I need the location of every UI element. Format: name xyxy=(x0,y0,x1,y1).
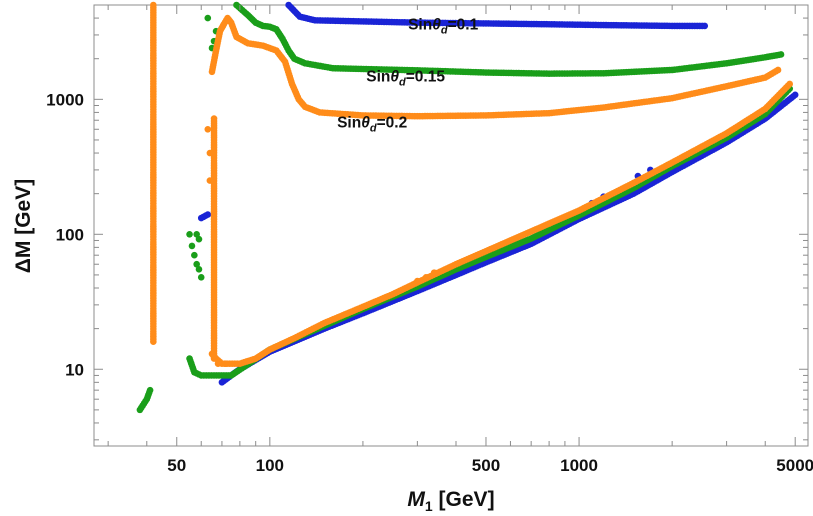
data-point xyxy=(195,266,203,273)
plot-frame xyxy=(93,4,809,447)
data-point xyxy=(777,51,785,58)
labels-layer: 50 100 500 1000 5000 10 100 1000 M1 [GeV] ΔM [GeV… xyxy=(12,16,813,514)
data-point xyxy=(188,242,196,250)
x-axis-label: M1 [GeV] xyxy=(407,488,494,514)
series-annotation: Sinθd=0.2 xyxy=(337,114,407,134)
y-tick-label: 10 xyxy=(65,360,84,379)
data-point xyxy=(204,14,212,22)
y-tick-label: 1000 xyxy=(46,90,84,109)
x-tick-label: 1000 xyxy=(560,456,598,475)
data-point xyxy=(150,338,157,346)
data-point xyxy=(197,274,205,281)
data-point xyxy=(774,66,782,74)
data-point xyxy=(204,125,212,133)
data-point xyxy=(204,211,212,218)
data-point xyxy=(786,80,794,88)
series-Sinθd=0.2 xyxy=(150,1,794,367)
data-point xyxy=(193,230,200,238)
x-tick-label: 50 xyxy=(167,456,186,475)
data-point xyxy=(214,360,222,367)
y-tick-label: 100 xyxy=(56,225,84,244)
data-point xyxy=(222,360,230,367)
series-Sinθd=0.1 xyxy=(197,1,799,386)
data-point xyxy=(414,277,421,285)
x-tick-label: 5000 xyxy=(776,456,813,475)
x-tick-label: 100 xyxy=(256,456,284,475)
y-axis-label: ΔM [GeV] xyxy=(12,179,35,273)
data-point xyxy=(422,274,430,281)
data-point xyxy=(206,177,214,184)
x-tick-label: 500 xyxy=(472,456,500,475)
data-point xyxy=(191,251,198,259)
data-point xyxy=(701,22,709,30)
series-annotation: Sinθd=0.15 xyxy=(366,68,445,88)
data-point xyxy=(195,235,203,243)
axes-layer xyxy=(94,4,808,446)
data-point xyxy=(193,260,200,268)
data-point xyxy=(210,115,218,122)
marks-layer xyxy=(136,1,799,414)
series-annotation: Sinθd=0.1 xyxy=(408,16,478,36)
data-point xyxy=(146,386,154,394)
series-Sinθd=0.15 xyxy=(136,1,794,414)
data-point xyxy=(206,149,214,157)
data-point xyxy=(430,269,438,276)
data-point xyxy=(186,230,193,238)
data-point xyxy=(791,91,799,99)
